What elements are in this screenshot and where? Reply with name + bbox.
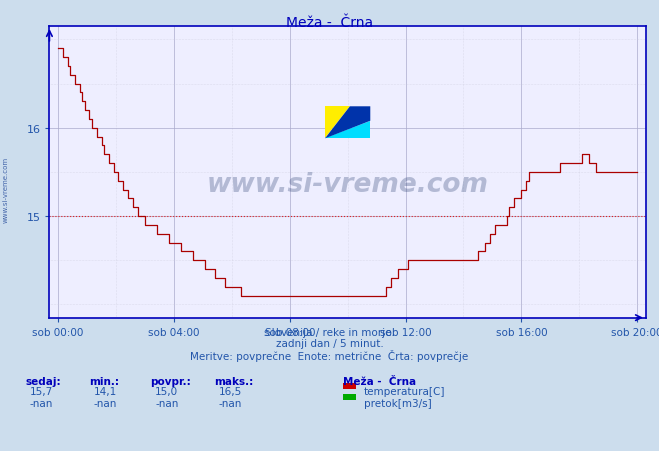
Polygon shape	[325, 121, 370, 139]
Text: maks.:: maks.:	[214, 377, 254, 387]
Text: -nan: -nan	[155, 398, 179, 408]
Text: 14,1: 14,1	[94, 387, 117, 396]
Text: zadnji dan / 5 minut.: zadnji dan / 5 minut.	[275, 338, 384, 348]
Text: sedaj:: sedaj:	[25, 377, 61, 387]
Text: 15,0: 15,0	[155, 387, 179, 396]
Text: 15,7: 15,7	[30, 387, 53, 396]
Text: www.si-vreme.com: www.si-vreme.com	[2, 156, 9, 222]
Text: Meža -  Črna: Meža - Črna	[286, 16, 373, 30]
Text: -nan: -nan	[30, 398, 53, 408]
Text: -nan: -nan	[94, 398, 117, 408]
Polygon shape	[325, 107, 370, 139]
Text: Slovenija / reke in morje.: Slovenija / reke in morje.	[264, 327, 395, 337]
Text: www.si-vreme.com: www.si-vreme.com	[207, 171, 488, 197]
Text: pretok[m3/s]: pretok[m3/s]	[364, 398, 432, 408]
Text: Meritve: povprečne  Enote: metrične  Črta: povprečje: Meritve: povprečne Enote: metrične Črta:…	[190, 350, 469, 362]
Text: Meža -  Črna: Meža - Črna	[343, 377, 416, 387]
Text: min.:: min.:	[89, 377, 119, 387]
Text: povpr.:: povpr.:	[150, 377, 191, 387]
Polygon shape	[325, 107, 350, 139]
Text: temperatura[C]: temperatura[C]	[364, 387, 445, 396]
Text: -nan: -nan	[219, 398, 243, 408]
Text: 16,5: 16,5	[219, 387, 243, 396]
